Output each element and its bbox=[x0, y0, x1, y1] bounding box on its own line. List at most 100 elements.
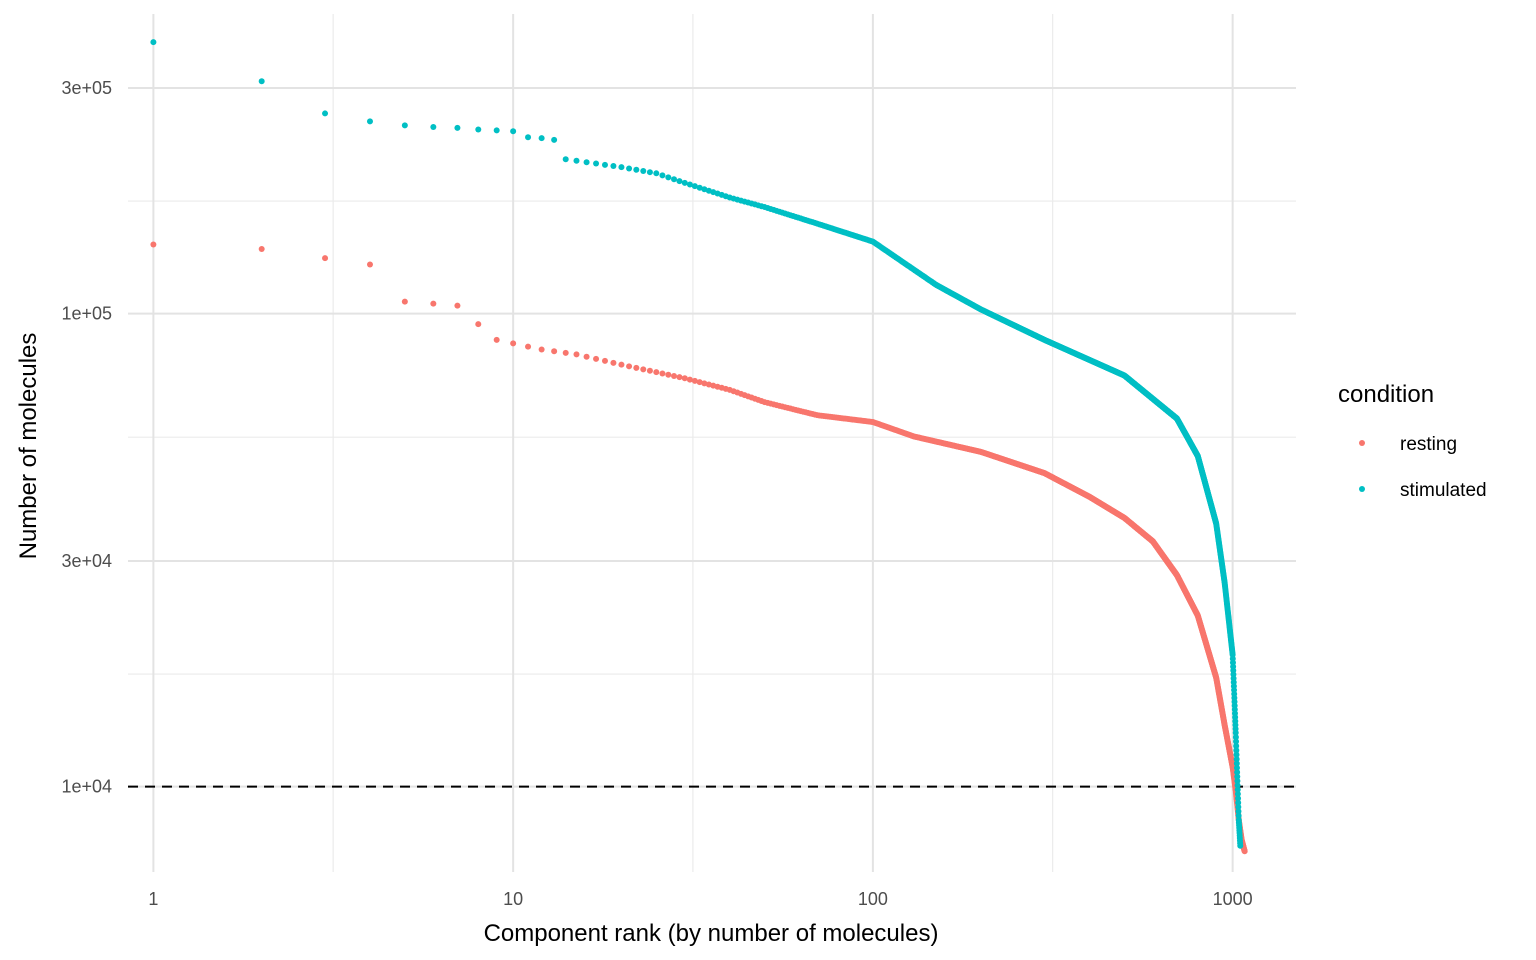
data-point bbox=[686, 376, 693, 383]
data-point bbox=[618, 361, 625, 368]
data-point bbox=[626, 165, 633, 172]
data-point bbox=[150, 39, 157, 46]
grid-lines bbox=[128, 14, 1296, 872]
data-point bbox=[626, 363, 633, 370]
data-point bbox=[686, 181, 693, 188]
data-point bbox=[1233, 742, 1240, 749]
data-point bbox=[676, 374, 683, 381]
data-point bbox=[640, 366, 647, 373]
data-point bbox=[475, 321, 482, 328]
data-point bbox=[1233, 756, 1240, 763]
data-point bbox=[1234, 777, 1241, 784]
data-point bbox=[701, 186, 708, 193]
data-point bbox=[696, 184, 703, 191]
data-point bbox=[701, 380, 708, 387]
data-point bbox=[1235, 812, 1242, 819]
data-point bbox=[1233, 764, 1240, 771]
data-point bbox=[665, 371, 672, 378]
data-point bbox=[510, 340, 517, 347]
data-point bbox=[430, 300, 437, 307]
data-point bbox=[366, 118, 373, 125]
data-point bbox=[681, 179, 688, 186]
data-point bbox=[681, 375, 688, 382]
data-point bbox=[573, 351, 580, 358]
data-point bbox=[593, 160, 600, 167]
data-point bbox=[538, 135, 545, 142]
data-point bbox=[659, 370, 666, 377]
data-point bbox=[493, 336, 500, 343]
data-point bbox=[593, 355, 600, 362]
x-axis-ticks: 1 10 100 1000 bbox=[148, 889, 1252, 909]
x-axis-title: Component rank (by number of molecules) bbox=[484, 920, 939, 947]
data-point bbox=[646, 367, 653, 374]
legend: condition resting stimulated bbox=[1338, 381, 1487, 501]
data-point bbox=[653, 369, 660, 376]
data-point bbox=[633, 166, 640, 173]
data-point bbox=[322, 110, 329, 117]
data-point bbox=[454, 302, 461, 309]
data-point bbox=[1235, 795, 1242, 802]
data-point bbox=[653, 170, 660, 177]
data-point bbox=[601, 161, 608, 168]
data-point bbox=[1235, 804, 1242, 811]
data-point bbox=[1241, 848, 1248, 855]
data-point bbox=[401, 122, 408, 129]
x-tick-label: 100 bbox=[858, 889, 888, 909]
data-point bbox=[1233, 751, 1240, 758]
data-point bbox=[322, 255, 329, 262]
legend-key-resting bbox=[1359, 440, 1365, 446]
data-point bbox=[510, 128, 517, 135]
data-point bbox=[454, 124, 461, 131]
y-tick-label: 3e+05 bbox=[61, 78, 112, 98]
y-axis-title: Number of molecules bbox=[15, 333, 42, 560]
data-point bbox=[1232, 734, 1239, 741]
data-point bbox=[150, 241, 157, 248]
x-tick-label: 1 bbox=[148, 889, 158, 909]
data-point bbox=[1233, 760, 1240, 767]
legend-label-stimulated: stimulated bbox=[1400, 480, 1487, 501]
data-point bbox=[1234, 769, 1241, 776]
data-point bbox=[401, 298, 408, 305]
data-point bbox=[691, 377, 698, 384]
data-point bbox=[671, 176, 678, 183]
data-point bbox=[610, 359, 617, 366]
data-point bbox=[573, 157, 580, 164]
data-point bbox=[601, 357, 608, 364]
data-point bbox=[1232, 729, 1239, 736]
data-point bbox=[493, 127, 500, 134]
data-point bbox=[646, 169, 653, 176]
data-point bbox=[676, 178, 683, 185]
data-point bbox=[1233, 738, 1240, 745]
series-resting bbox=[150, 241, 1248, 855]
data-point bbox=[258, 78, 265, 85]
data-point bbox=[562, 156, 569, 163]
data-point bbox=[1235, 799, 1242, 806]
legend-key-stimulated bbox=[1359, 486, 1365, 492]
data-point bbox=[640, 168, 647, 175]
data-point bbox=[659, 172, 666, 179]
data-point bbox=[551, 136, 558, 143]
data-point bbox=[1234, 773, 1241, 780]
data-point bbox=[1237, 842, 1244, 849]
data-point bbox=[665, 174, 672, 181]
data-point bbox=[696, 379, 703, 386]
data-point bbox=[258, 245, 265, 252]
data-point bbox=[366, 261, 373, 268]
data-point bbox=[562, 349, 569, 356]
data-point bbox=[525, 343, 532, 350]
data-point bbox=[430, 124, 437, 131]
y-tick-label: 1e+05 bbox=[61, 304, 112, 324]
data-point bbox=[583, 353, 590, 360]
data-point bbox=[1233, 747, 1240, 754]
y-tick-label: 3e+04 bbox=[61, 551, 112, 571]
data-point bbox=[1235, 808, 1242, 815]
data-point bbox=[525, 134, 532, 141]
data-point bbox=[538, 346, 545, 353]
legend-title: condition bbox=[1338, 381, 1434, 408]
data-point bbox=[633, 364, 640, 371]
data-point bbox=[551, 348, 558, 355]
series-stimulated bbox=[150, 39, 1244, 849]
data-points bbox=[150, 39, 1248, 855]
data-point bbox=[610, 163, 617, 170]
x-tick-label: 10 bbox=[503, 889, 523, 909]
